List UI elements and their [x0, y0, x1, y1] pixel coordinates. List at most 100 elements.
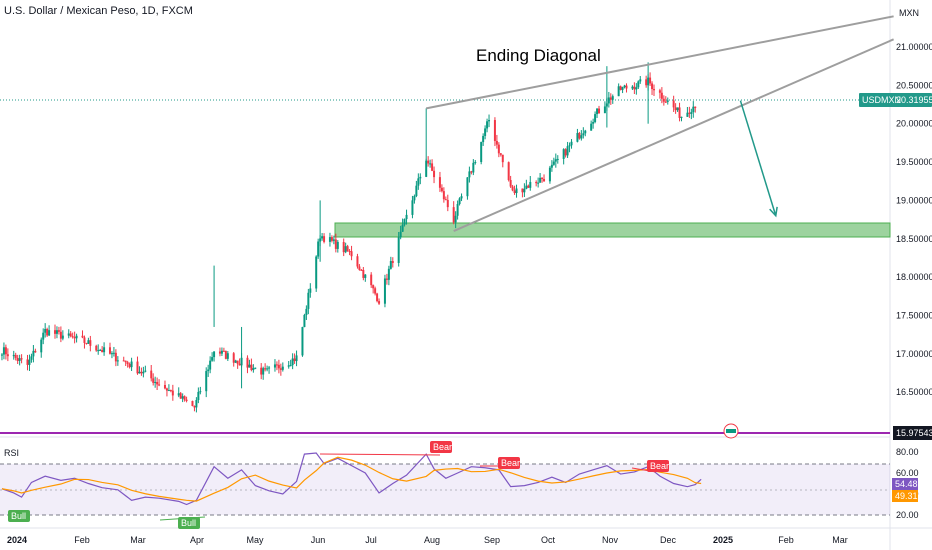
candle-down: [370, 274, 373, 286]
candle-up: [607, 97, 610, 104]
candle-down: [185, 399, 188, 401]
candle-up: [570, 141, 573, 146]
candle-up: [552, 161, 555, 165]
candle-up: [207, 369, 210, 372]
candle-up: [317, 241, 320, 257]
candle-up: [456, 204, 459, 216]
price-axis[interactable]: 21.00000 20.50000 20.00000 19.50000 19.00000…: [896, 42, 932, 397]
candle-down: [236, 360, 239, 364]
candle-up: [515, 188, 518, 194]
candle-up: [525, 185, 528, 189]
candle-up: [405, 214, 408, 220]
time-tick-label: Apr: [190, 535, 204, 545]
candle-up: [67, 333, 70, 336]
candle-down: [59, 331, 62, 339]
candle-down: [4, 347, 7, 355]
candle-down: [501, 154, 504, 163]
candle-up: [631, 86, 634, 89]
candle-down: [672, 100, 675, 108]
bear-badge: Bear: [498, 457, 520, 469]
pattern-label[interactable]: Ending Diagonal: [476, 46, 601, 65]
candle-down: [260, 367, 263, 375]
candle-down: [323, 236, 326, 242]
candle-up: [454, 215, 457, 223]
candle-up: [289, 365, 292, 367]
time-tick-label: Dec: [660, 535, 677, 545]
candle-down: [360, 269, 363, 271]
candle-down: [163, 385, 166, 389]
candle-down: [346, 246, 349, 252]
time-tick-label: Oct: [541, 535, 556, 545]
candle-down: [499, 153, 502, 155]
candle-up: [28, 359, 31, 365]
candle-up: [142, 371, 145, 374]
candle-down: [165, 388, 168, 391]
candle-down: [169, 390, 172, 392]
candle-down: [16, 357, 19, 361]
candle-up: [291, 358, 294, 366]
price-tick-label: 16.50000: [896, 387, 932, 397]
candle-up: [40, 339, 43, 353]
candle-down: [543, 179, 546, 182]
candle-up: [623, 85, 626, 88]
candle-up: [639, 79, 642, 82]
price-tick-label: 20.00000: [896, 119, 932, 129]
price-tick-label: 17.50000: [896, 310, 932, 320]
candle-up: [61, 335, 64, 339]
candle-down: [20, 358, 23, 360]
candle-down: [26, 359, 29, 365]
candle-down: [53, 330, 56, 334]
candle-down: [625, 85, 628, 89]
candle-down: [598, 108, 601, 114]
support-zone[interactable]: [334, 222, 891, 238]
badge-bg: [498, 457, 520, 469]
time-axis[interactable]: 2024 Feb Mar Apr May Jun Jul Aug Sep Oct Nov Dec 202…: [7, 535, 848, 545]
candle-up: [87, 340, 90, 344]
candle-up: [474, 161, 477, 163]
candle-down: [645, 79, 648, 86]
candle-up: [383, 278, 386, 304]
candle-down: [126, 362, 129, 365]
candle-up: [486, 121, 489, 129]
badge-bg: [647, 460, 669, 472]
candle-down: [391, 261, 394, 263]
price-tick-label: 18.50000: [896, 234, 932, 244]
candle-down: [521, 188, 524, 193]
candle-down: [342, 242, 345, 253]
candle-down: [446, 199, 449, 208]
candle-up: [460, 196, 463, 199]
candle-up: [676, 107, 679, 111]
candle-up: [248, 364, 251, 368]
candle-up: [205, 371, 208, 392]
time-tick-label: Mar: [832, 535, 848, 545]
candle-up: [254, 367, 257, 369]
upper-trendline: [425, 15, 894, 110]
lower-trendline: [453, 38, 895, 232]
candle-up: [110, 353, 113, 355]
candle-up: [234, 360, 237, 363]
candle-up: [0, 354, 3, 356]
candle-down: [330, 237, 333, 241]
candle-down: [73, 337, 76, 339]
candle-down: [232, 353, 235, 363]
candle-down: [541, 177, 544, 180]
candle-down: [71, 336, 74, 338]
badge-text: Bear: [650, 461, 669, 471]
svg-text:54.48: 54.48: [895, 479, 918, 489]
candle-up: [42, 332, 45, 340]
candle-up: [262, 368, 265, 375]
price-tick-label: 20.50000: [896, 80, 932, 90]
symbol-title: U.S. Dollar / Mexican Peso, 1D, FXCM: [4, 5, 193, 17]
candle-up: [411, 200, 414, 215]
candle-down: [662, 98, 665, 102]
candle-up: [417, 178, 420, 186]
candle-down: [470, 171, 473, 173]
dividend-marker-icon[interactable]: [723, 423, 739, 439]
badge-bg: [430, 441, 452, 453]
badge-text: Bull: [11, 511, 26, 521]
candle-up: [590, 123, 593, 131]
candle-down: [442, 191, 445, 200]
candle-down: [374, 288, 377, 294]
candle-up: [287, 365, 290, 367]
